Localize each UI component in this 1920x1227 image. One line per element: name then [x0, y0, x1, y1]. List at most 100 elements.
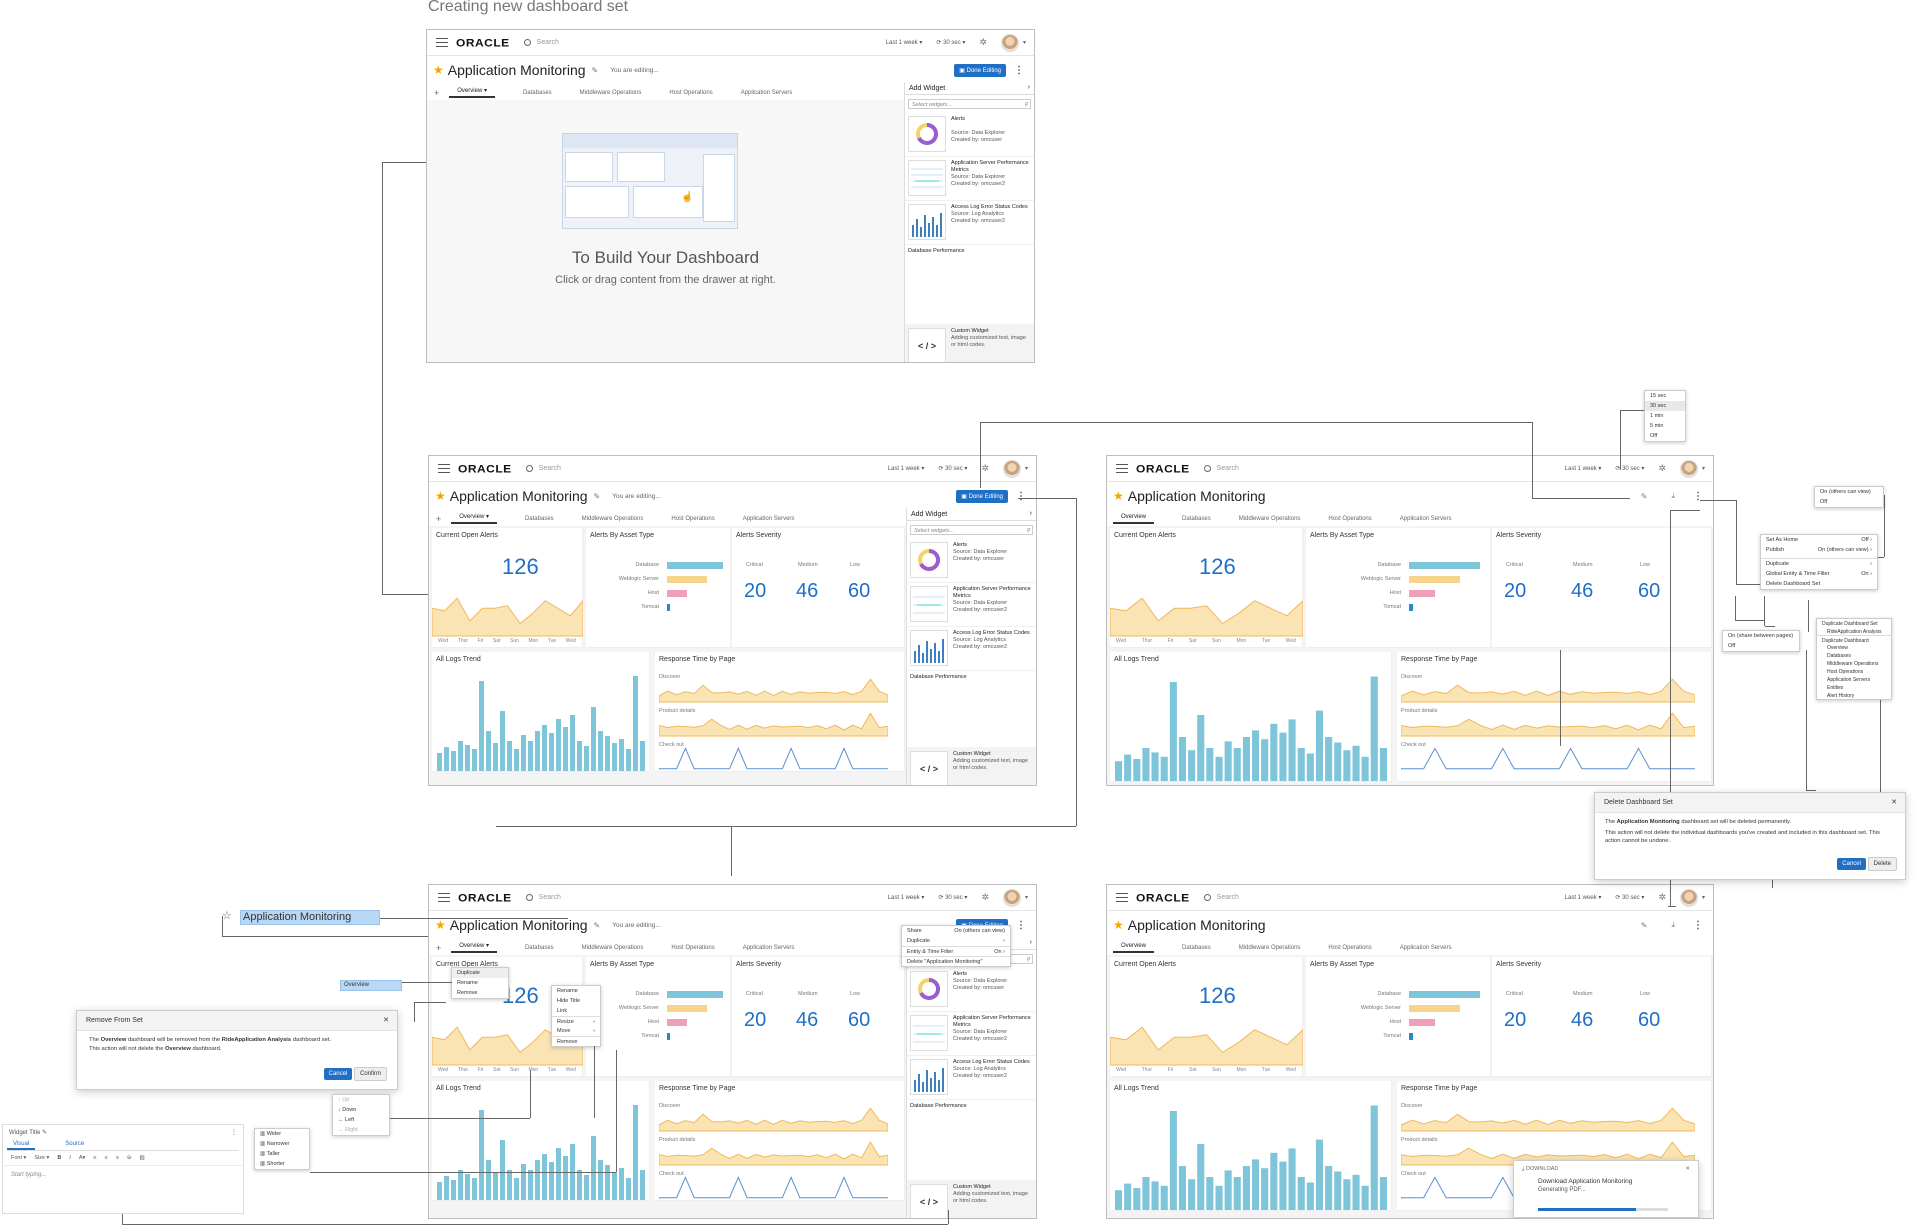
widget-menu-item[interactable]: Hide Title: [557, 998, 580, 1004]
tab-appservers[interactable]: Application Servers: [740, 90, 793, 96]
delete-button[interactable]: Delete: [1867, 857, 1897, 871]
gear-icon[interactable]: ✲: [981, 892, 989, 902]
gear-icon[interactable]: ✲: [979, 37, 987, 47]
filter-on-option[interactable]: On (share between pages): [1728, 633, 1794, 639]
widget-response-time[interactable]: Response Time by Page Discover Product de…: [1397, 652, 1712, 782]
editor-title[interactable]: Widget Title ✎: [9, 1130, 48, 1136]
custom-widget-item[interactable]: < / > Custom Widget Adding customized text…: [907, 1180, 1036, 1218]
duplicate-dash-item[interactable]: Alert History: [1827, 693, 1855, 699]
global-search[interactable]: Search: [1203, 894, 1565, 901]
tab-1[interactable]: Databases: [524, 945, 554, 951]
chevron-down-icon[interactable]: ▾: [1701, 466, 1705, 472]
refresh-option[interactable]: 30 sec: [1645, 401, 1685, 411]
star-icon[interactable]: ★: [433, 63, 444, 77]
widget-open-alerts[interactable]: Current Open Alerts 126 Wed Thur Fri Sat Sun…: [1110, 957, 1303, 1077]
more-icon[interactable]: ⋮: [231, 1130, 237, 1136]
pencil-icon[interactable]: ✎: [593, 920, 601, 930]
global-search[interactable]: Search: [525, 465, 888, 472]
widget-response-time[interactable]: Response Time by Page Discover Product de…: [655, 1081, 905, 1201]
tab-0[interactable]: Overview ▾: [451, 513, 497, 524]
menu-icon[interactable]: [1116, 893, 1128, 902]
menu-icon[interactable]: [438, 893, 450, 902]
global-search[interactable]: Search: [1203, 465, 1565, 472]
align-center-icon[interactable]: ≡: [104, 1155, 108, 1161]
tab-4[interactable]: Application Servers: [1399, 516, 1452, 522]
gear-icon[interactable]: ✲: [1658, 463, 1666, 473]
edit-icon[interactable]: ✎: [1640, 920, 1648, 930]
editor-body[interactable]: Start typing...: [11, 1172, 47, 1178]
widget-item-appserver[interactable]: Application Server Performance Metrics So…: [907, 1012, 1036, 1056]
tab-overview[interactable]: Overview ▾: [449, 87, 495, 98]
tab-1[interactable]: Databases: [1182, 516, 1211, 522]
duplicate-set-name[interactable]: RideApplication Analysis: [1827, 629, 1882, 635]
chevron-right-icon[interactable]: ›: [1029, 510, 1032, 517]
time-range-selector[interactable]: Last 1 week ▾: [1564, 466, 1602, 472]
pencil-icon[interactable]: ✎: [593, 491, 601, 501]
widget-item-accesslog[interactable]: Access Log Error Status Codes Source: Log…: [905, 201, 1034, 245]
title-rename-input[interactable]: Application Monitoring: [240, 910, 380, 925]
tab-host[interactable]: Host Operations: [669, 90, 713, 96]
chevron-down-icon[interactable]: ▾: [1022, 40, 1026, 46]
tab-0[interactable]: Overview ▾: [451, 942, 497, 953]
resize-shorter[interactable]: ▥ Shorter: [260, 1161, 285, 1167]
tab-2[interactable]: Middleware Operations: [581, 945, 644, 951]
resize-wider[interactable]: ▥ Wider: [260, 1131, 282, 1137]
menu-icon[interactable]: [436, 38, 448, 47]
tab-3[interactable]: Host Operations: [1328, 516, 1372, 522]
duplicate-dash-item[interactable]: Databases: [1827, 653, 1851, 659]
duplicate-set-label[interactable]: Duplicate Dashboard Set: [1822, 621, 1878, 627]
more-icon[interactable]: ⋮: [1016, 919, 1026, 931]
time-range-selector[interactable]: Last 1 week ▾: [887, 895, 925, 901]
tab-1[interactable]: Databases: [524, 516, 554, 522]
global-search[interactable]: Search: [523, 39, 886, 46]
star-icon[interactable]: ★: [435, 489, 446, 503]
avatar[interactable]: [1679, 459, 1698, 478]
widget-severity[interactable]: Alerts Severity Critical 20 Medium 46 Low 6…: [732, 957, 905, 1077]
custom-widget-item[interactable]: < / > Custom Widget Adding customized tex…: [905, 324, 1034, 362]
oracle-logo[interactable]: ORACLE: [458, 462, 512, 475]
widget-menu-item[interactable]: Remove: [552, 1036, 600, 1046]
more-icon[interactable]: ⋮: [1693, 490, 1703, 502]
menu-icon[interactable]: [438, 464, 450, 473]
download-icon[interactable]: ⤓: [1671, 491, 1675, 500]
widget-item-alerts[interactable]: Alerts Source: Data Explorer Created by: o…: [907, 539, 1036, 583]
widget-response-time[interactable]: Response Time by Page Discover Product de…: [655, 652, 905, 772]
refresh-option[interactable]: 5 min: [1650, 423, 1664, 429]
custom-widget-item[interactable]: < / > Custom Widget Adding customized text…: [907, 747, 1036, 785]
cancel-button[interactable]: Cancel: [323, 1068, 353, 1080]
widget-menu-item[interactable]: Move ›: [557, 1028, 595, 1034]
widget-logs-trend[interactable]: All Logs Trend: [1110, 652, 1392, 782]
refresh-selector[interactable]: ⟳ 30 sec ▾: [1615, 895, 1645, 901]
add-tab-icon[interactable]: +: [436, 514, 442, 524]
confirm-button[interactable]: Confirm: [353, 1067, 387, 1081]
avatar[interactable]: [1002, 888, 1021, 907]
tab-2[interactable]: Middleware Operations: [581, 516, 644, 522]
refresh-option[interactable]: 15 sec: [1650, 393, 1667, 399]
move-left[interactable]: ← Left: [338, 1117, 355, 1123]
duplicate-dash-item[interactable]: Entities: [1827, 685, 1844, 691]
cancel-button[interactable]: Cancel: [1837, 858, 1866, 870]
widget-asset-type[interactable]: Alerts By Asset Type Database Weblogic Se…: [586, 957, 731, 1077]
star-icon[interactable]: ★: [1113, 918, 1124, 932]
widget-item-alerts[interactable]: Alerts Source: Data Explorer Created by: o…: [907, 968, 1036, 1012]
widget-open-alerts[interactable]: Current Open Alerts 126 Wed Thur Fri Sat Sun…: [1110, 528, 1303, 648]
widget-item-dbperf[interactable]: Database Performance: [910, 1103, 967, 1109]
refresh-selector[interactable]: ⟳ 30 sec ▾: [938, 895, 968, 901]
close-icon[interactable]: ✕: [1891, 799, 1897, 806]
tab-4[interactable]: Application Servers: [742, 516, 795, 522]
add-tab-icon[interactable]: +: [436, 943, 442, 953]
tab-databases[interactable]: Databases: [522, 90, 552, 96]
menu-delete[interactable]: Delete "Application Monitoring": [902, 956, 1010, 966]
menu-delete-set[interactable]: Delete Dashboard Set: [1766, 581, 1821, 587]
tab-1[interactable]: Databases: [1182, 945, 1211, 951]
tab-middleware[interactable]: Middleware Operations: [579, 90, 642, 96]
duplicate-dash-item[interactable]: Middleware Operations: [1827, 661, 1879, 667]
time-range-selector[interactable]: Last 1 week ▾: [885, 40, 923, 46]
tab-rename-input[interactable]: Overview: [340, 980, 402, 991]
star-icon[interactable]: ★: [435, 918, 446, 932]
menu-duplicate[interactable]: Duplicate ›: [907, 938, 1005, 944]
menu-entity-filter[interactable]: Entity & Time Filter On ›: [902, 946, 1010, 956]
star-outline-icon[interactable]: ☆: [222, 910, 232, 922]
widget-item-accesslog[interactable]: Access Log Error Status Codes Source: Log…: [907, 1056, 1036, 1100]
refresh-option[interactable]: 1 min: [1650, 413, 1664, 419]
